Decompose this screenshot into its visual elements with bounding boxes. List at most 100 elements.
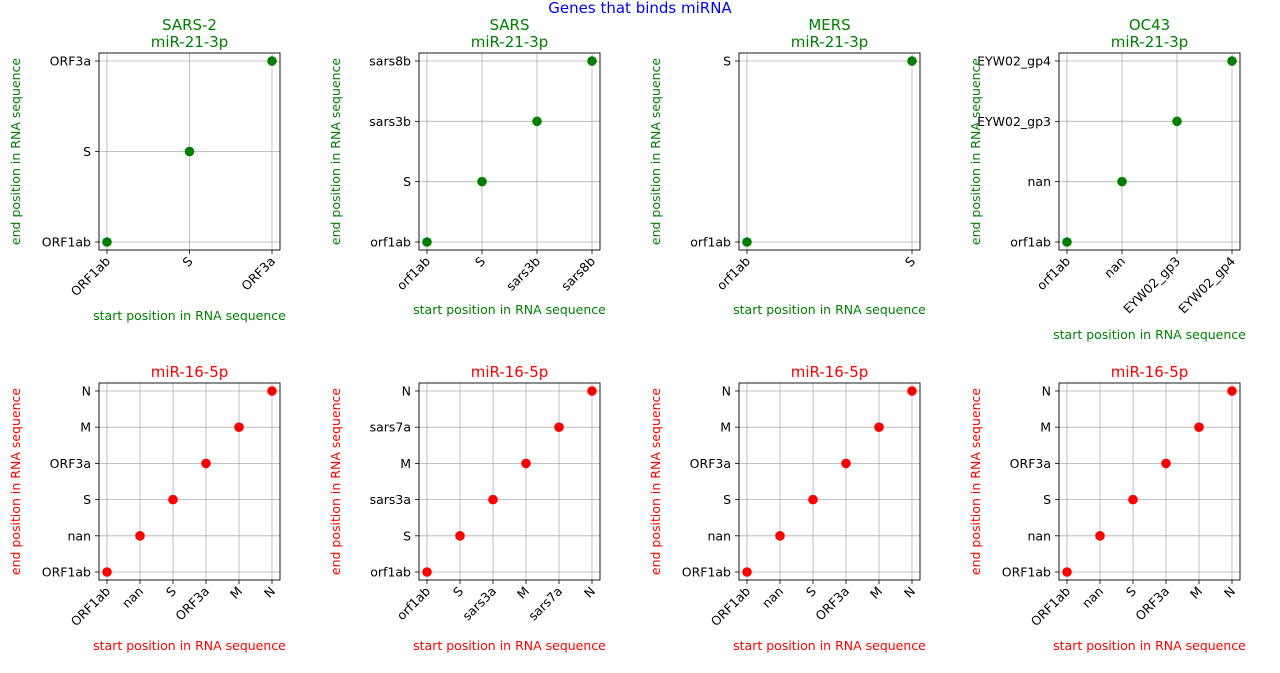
data-point (775, 531, 785, 541)
x-tick-label: S (472, 253, 488, 269)
y-tick-label: sars8b (369, 54, 411, 69)
y-tick-label: EYW02_gp4 (977, 54, 1051, 69)
x-tick-label: S (163, 583, 179, 599)
y-tick-label: S (403, 528, 411, 543)
y-tick-label: ORF1ab (1002, 565, 1051, 580)
figure-suptitle: Genes that binds miRNA (548, 0, 732, 17)
data-point (1117, 176, 1127, 187)
panel-title: miR-21-3p (151, 33, 229, 51)
x-axis-label: start position in RNA sequence (413, 638, 606, 653)
data-point (1128, 494, 1138, 505)
plot-frame (418, 52, 601, 251)
y-tick-label: N (402, 384, 411, 399)
plot-frame (98, 382, 281, 581)
data-point (742, 237, 752, 247)
y-tick-label: S (723, 54, 731, 69)
x-axis-label: start position in RNA sequence (733, 302, 926, 317)
x-tick-label: nan (1101, 254, 1128, 281)
x-axis-label: start position in RNA sequence (93, 308, 286, 323)
x-tick-label: sars7a (525, 584, 565, 624)
x-axis-label: start position in RNA sequence (733, 638, 926, 653)
y-tick-label: S (1043, 492, 1051, 507)
data-point (841, 458, 851, 469)
x-axis-label: start position in RNA sequence (1053, 327, 1246, 342)
panel-title: miR-16-5p (151, 363, 229, 381)
x-tick-label: ORF1ab (68, 253, 113, 298)
data-point (135, 531, 145, 541)
data-point (102, 237, 112, 247)
data-point (907, 386, 917, 396)
y-tick-label: orf1ab (690, 235, 731, 250)
panel-title: miR-16-5p (1111, 363, 1189, 381)
y-tick-label: nan (1027, 528, 1051, 543)
panel-title: miR-21-3p (471, 33, 549, 51)
plot-frame (1058, 382, 1241, 581)
x-axis-label: start position in RNA sequence (1053, 638, 1246, 653)
data-point (587, 386, 597, 396)
panel-title: MERS (808, 16, 850, 34)
x-tick-label: M (514, 584, 532, 602)
y-axis-label: end position in RNA sequence (968, 388, 983, 575)
data-point (587, 56, 597, 66)
chart-panel-4: orf1aborf1abnannanEYW02_gp3EYW02_gp3EYW0… (968, 16, 1246, 342)
y-tick-label: M (80, 420, 91, 435)
y-tick-label: S (403, 174, 411, 189)
data-point (267, 56, 277, 66)
x-tick-label: orf1ab (394, 253, 433, 292)
x-tick-label: nan (759, 584, 786, 611)
y-tick-label: N (82, 384, 91, 399)
y-tick-label: sars3b (369, 114, 411, 129)
y-tick-label: S (723, 492, 731, 507)
y-axis-label: end position in RNA sequence (8, 58, 23, 245)
x-tick-label: orf1ab (714, 253, 753, 292)
chart-panel-7: ORF1abORF1abnannanSSORF3aORF3aMMNNmiR-16… (648, 363, 926, 653)
y-axis-label: end position in RNA sequence (328, 58, 343, 245)
x-tick-label: M (1187, 584, 1205, 602)
y-tick-label: nan (1027, 174, 1051, 189)
data-point (422, 567, 432, 577)
y-tick-label: orf1ab (370, 565, 411, 580)
data-point (1227, 386, 1237, 396)
data-point (1172, 116, 1182, 127)
data-point (455, 531, 465, 541)
data-point (1227, 56, 1237, 66)
x-tick-label: orf1ab (394, 583, 433, 622)
y-tick-label: ORF1ab (42, 565, 91, 580)
data-point (1161, 458, 1171, 469)
x-tick-label: ORF3a (238, 254, 278, 294)
y-tick-label: ORF3a (50, 54, 91, 69)
y-tick-label: N (722, 384, 731, 399)
x-tick-label: N (1221, 584, 1238, 601)
y-tick-label: sars3a (370, 492, 411, 507)
chart-panel-5: ORF1abORF1abnannanSSORF3aORF3aMMNNmiR-16… (8, 363, 286, 653)
x-tick-label: M (227, 584, 245, 602)
x-tick-label: S (179, 253, 195, 269)
x-tick-label: N (261, 584, 278, 601)
data-point (808, 494, 818, 505)
x-tick-label: EYW02_gp4 (1175, 253, 1238, 316)
y-tick-label: ORF1ab (682, 565, 731, 580)
y-tick-label: N (1042, 384, 1051, 399)
y-tick-label: sars7a (370, 420, 411, 435)
panel-title: miR-21-3p (1111, 33, 1189, 51)
x-tick-label: ORF3a (1132, 584, 1172, 624)
chart-panel-8: ORF1abORF1abnannanSSORF3aORF3aMMNNmiR-16… (968, 363, 1246, 653)
data-point (1095, 531, 1105, 541)
x-tick-label: EYW02_gp3 (1120, 254, 1183, 317)
y-tick-label: orf1ab (1010, 235, 1051, 250)
data-point (267, 386, 277, 396)
panel-title: SARS (489, 16, 529, 34)
x-tick-label: nan (1079, 584, 1106, 611)
data-point (201, 458, 211, 469)
data-point (907, 56, 917, 66)
y-tick-label: ORF3a (1010, 456, 1051, 471)
panel-title: miR-16-5p (471, 363, 549, 381)
y-tick-label: S (83, 492, 91, 507)
y-axis-label: end position in RNA sequence (968, 58, 983, 245)
panel-title: miR-21-3p (791, 33, 869, 51)
data-point (874, 422, 884, 433)
panel-title: SARS-2 (162, 16, 217, 34)
